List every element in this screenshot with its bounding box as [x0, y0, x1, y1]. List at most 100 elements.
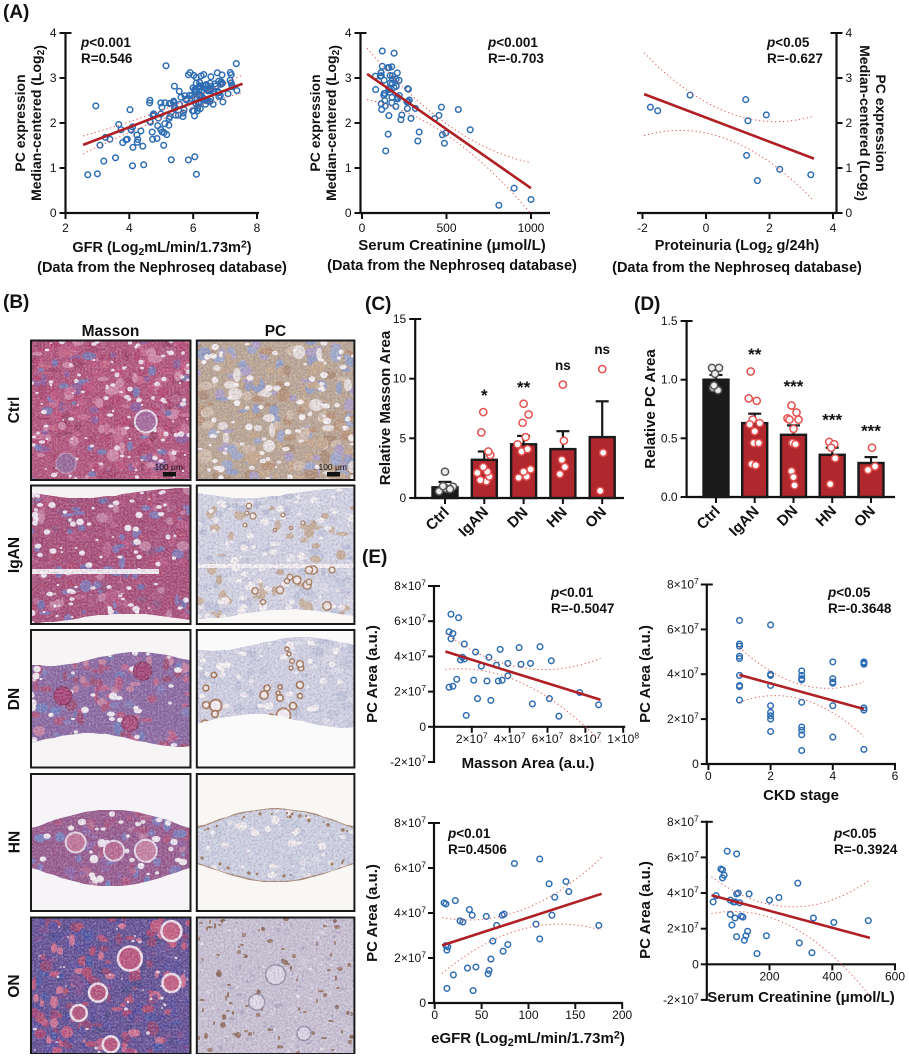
svg-text:50: 50 [475, 1008, 489, 1022]
svg-text:Masson Area (a.u.): Masson Area (a.u.) [462, 755, 595, 772]
svg-text:HN: HN [7, 831, 24, 853]
svg-text:PC expression: PC expression [12, 74, 28, 171]
svg-text:2: 2 [766, 221, 773, 235]
svg-text:1: 1 [846, 161, 853, 175]
svg-text:0: 0 [400, 491, 407, 505]
svg-text:4×107: 4×107 [394, 905, 426, 921]
svg-text:0: 0 [50, 206, 57, 220]
svg-text:2: 2 [345, 116, 352, 130]
svg-text:-2×107: -2×107 [390, 754, 426, 770]
svg-text:ns: ns [555, 358, 571, 373]
svg-text:8×107: 8×107 [394, 815, 426, 831]
svg-text:PC Area (a.u.): PC Area (a.u.) [364, 625, 381, 723]
svg-text:15: 15 [393, 312, 407, 326]
svg-text:R=-0.5047: R=-0.5047 [551, 601, 614, 616]
svg-text:p<0.01: p<0.01 [550, 585, 594, 600]
svg-text:0: 0 [705, 769, 712, 783]
svg-text:4×107: 4×107 [494, 730, 526, 746]
svg-text:*: * [481, 386, 488, 405]
svg-text:Median-centered (Log2): Median-centered (Log2) [28, 45, 47, 201]
svg-text:6×107: 6×107 [667, 849, 699, 865]
svg-text:PC expression: PC expression [307, 74, 323, 171]
svg-text:(C): (C) [365, 294, 391, 315]
svg-text:CKD stage: CKD stage [763, 787, 839, 804]
svg-text:8×107: 8×107 [394, 578, 426, 594]
svg-text:Serum Creatinine (μmol/L): Serum Creatinine (μmol/L) [707, 989, 895, 1006]
svg-text:4: 4 [846, 26, 853, 40]
svg-text:150: 150 [565, 1008, 585, 1022]
svg-text:p<0.001: p<0.001 [80, 35, 131, 50]
svg-text:6: 6 [190, 221, 197, 235]
svg-text:6×107: 6×107 [394, 613, 426, 629]
svg-text:p<0.001: p<0.001 [487, 35, 538, 50]
svg-text:ns: ns [594, 342, 610, 357]
svg-text:8×107: 8×107 [667, 813, 699, 829]
svg-text:Masson: Masson [82, 323, 140, 340]
svg-text:4: 4 [345, 26, 352, 40]
svg-text:(B): (B) [3, 292, 29, 313]
svg-text:Relative PC Area: Relative PC Area [642, 349, 659, 469]
svg-text:***: *** [822, 411, 842, 430]
svg-text:-2: -2 [637, 221, 648, 235]
svg-text:(Data from the Nephroseq datab: (Data from the Nephroseq database) [612, 260, 862, 276]
svg-text:DN: DN [6, 688, 23, 710]
svg-text:400: 400 [822, 969, 842, 983]
svg-text:200: 200 [759, 969, 779, 983]
svg-text:PC Area (a.u.): PC Area (a.u.) [364, 864, 381, 962]
svg-text:***: *** [861, 421, 881, 440]
svg-text:PC: PC [265, 323, 287, 340]
svg-text:2×107: 2×107 [667, 920, 699, 936]
svg-text:1: 1 [345, 161, 352, 175]
svg-text:0.5: 0.5 [661, 431, 678, 445]
svg-text:100 μm: 100 μm [154, 462, 183, 472]
svg-text:600: 600 [885, 969, 905, 983]
svg-text:0: 0 [846, 206, 853, 220]
svg-text:GFR (Log2mL/min/1.73m2): GFR (Log2mL/min/1.73m2) [72, 240, 251, 258]
svg-text:(D): (D) [634, 294, 660, 315]
svg-text:1000: 1000 [518, 221, 545, 235]
svg-text:1×108: 1×108 [607, 730, 639, 746]
svg-text:p<0.05: p<0.05 [827, 585, 871, 600]
svg-text:***: *** [784, 377, 804, 396]
svg-text:0: 0 [703, 221, 710, 235]
svg-text:**: ** [517, 378, 531, 397]
svg-text:Median-centered (Log2): Median-centered (Log2) [323, 45, 342, 201]
svg-text:0: 0 [419, 996, 426, 1010]
svg-text:6: 6 [892, 769, 899, 783]
svg-text:100: 100 [518, 1008, 538, 1022]
svg-text:IgAN: IgAN [6, 537, 23, 573]
svg-text:Median-centered (Log2): Median-centered (Log2) [854, 45, 873, 201]
svg-text:5: 5 [400, 431, 407, 445]
svg-text:6×107: 6×107 [667, 621, 699, 637]
svg-text:3: 3 [50, 71, 57, 85]
svg-text:2×107: 2×107 [667, 711, 699, 727]
svg-text:(Data from the Nephroseq datab: (Data from the Nephroseq database) [37, 260, 287, 276]
svg-text:0.0: 0.0 [661, 490, 678, 504]
svg-text:PC Area (a.u.): PC Area (a.u.) [637, 625, 654, 723]
svg-text:ON: ON [6, 974, 23, 997]
svg-text:p<0.01: p<0.01 [447, 826, 491, 841]
svg-text:0: 0 [431, 1008, 438, 1022]
svg-text:0: 0 [419, 720, 426, 734]
svg-text:Proteinuria (Log2 g/24h): Proteinuria (Log2 g/24h) [655, 238, 820, 256]
svg-text:PC expression: PC expression [873, 74, 889, 171]
svg-text:6×107: 6×107 [394, 860, 426, 876]
svg-text:2×107: 2×107 [394, 683, 426, 699]
svg-text:8×107: 8×107 [569, 730, 601, 746]
svg-text:Ctrl: Ctrl [6, 397, 23, 424]
svg-text:3: 3 [345, 71, 352, 85]
svg-text:Serum Creatinine (μmol/L): Serum Creatinine (μmol/L) [358, 237, 546, 254]
svg-text:200: 200 [612, 1008, 632, 1022]
svg-text:PC Area (a.u.): PC Area (a.u.) [637, 861, 654, 959]
svg-text:2: 2 [50, 116, 57, 130]
svg-text:R=-0.627: R=-0.627 [767, 51, 823, 66]
svg-text:0: 0 [345, 206, 352, 220]
svg-text:1.5: 1.5 [661, 314, 678, 328]
svg-text:8×107: 8×107 [667, 576, 699, 592]
svg-text:10: 10 [393, 372, 407, 386]
svg-text:4×107: 4×107 [667, 666, 699, 682]
svg-text:2: 2 [62, 221, 69, 235]
svg-text:100 μm: 100 μm [318, 462, 347, 472]
svg-text:4: 4 [829, 769, 836, 783]
svg-text:(E): (E) [362, 547, 387, 568]
